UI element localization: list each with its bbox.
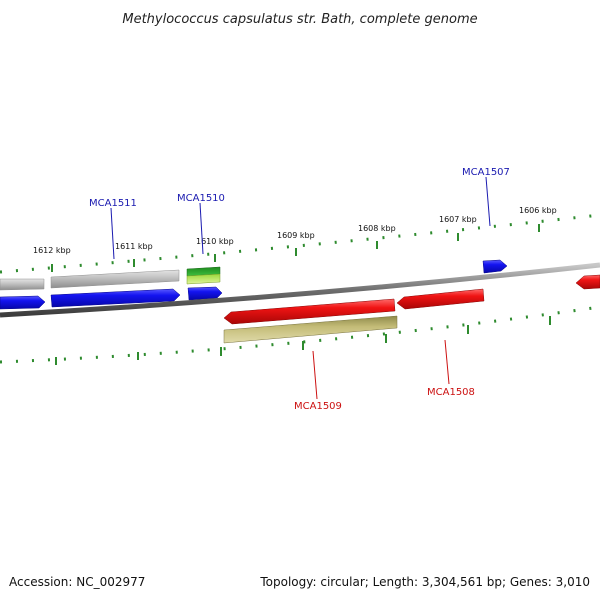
feature-gray-mca1511[interactable] — [50, 269, 180, 289]
leader-mca1507 — [485, 176, 491, 227]
footer-summary: Topology: circular; Length: 3,304,561 bp… — [259, 575, 590, 589]
gene-mca1507[interactable] — [482, 259, 508, 274]
gene-mca1511[interactable] — [50, 288, 181, 308]
gene-label-mca1509[interactable]: MCA1509 — [294, 401, 342, 412]
gene-labels: MCA1511 MCA1510 MCA1507 MCA1509 MCA1508 — [89, 167, 510, 412]
gene-forward-left[interactable] — [0, 295, 46, 310]
feature-gray-left[interactable] — [0, 278, 45, 291]
reverse-genes — [223, 274, 600, 325]
outer-tick-track — [0, 213, 600, 274]
label-leaders — [110, 176, 491, 400]
tick-label-1612: 1612 kbp — [33, 246, 71, 255]
tick-label-1606: 1606 kbp — [519, 206, 557, 215]
gene-label-mca1507[interactable]: MCA1507 — [462, 167, 510, 178]
forward-other-features — [0, 266, 221, 291]
map-title: Methylococcus capsulatus str. Bath, comp… — [122, 12, 477, 27]
gene-label-mca1511[interactable]: MCA1511 — [89, 198, 137, 209]
tick-label-1610: 1610 kbp — [196, 237, 234, 246]
tick-label-1607: 1607 kbp — [439, 215, 477, 224]
genome-backbone — [0, 262, 600, 318]
gene-label-mca1508[interactable]: MCA1508 — [427, 387, 475, 398]
scale-ticks: 1612 kbp 1611 kbp 1610 kbp 1609 kbp 1608… — [33, 206, 557, 272]
leader-mca1510 — [199, 202, 204, 255]
outer-minor-ticks — [0, 213, 600, 274]
tick-label-1608: 1608 kbp — [358, 224, 396, 233]
gene-mca1508[interactable] — [396, 288, 485, 310]
tick-label-1609: 1609 kbp — [277, 231, 315, 240]
footer-accession: Accession: NC_002977 — [9, 575, 145, 589]
forward-genes — [0, 259, 508, 310]
leader-mca1511 — [110, 207, 115, 260]
leader-mca1509 — [312, 350, 318, 400]
gene-mca1509[interactable] — [223, 298, 396, 325]
gene-mca1510[interactable] — [187, 286, 223, 301]
gene-label-mca1510[interactable]: MCA1510 — [177, 193, 225, 204]
inner-major-ticks — [55, 316, 551, 365]
tick-label-1611: 1611 kbp — [115, 242, 153, 251]
feature-olive-mca1509[interactable] — [223, 315, 398, 344]
leader-mca1508 — [444, 339, 450, 385]
feature-lightgreen-mca1510[interactable] — [186, 273, 221, 285]
gene-reverse-right[interactable] — [575, 274, 600, 290]
